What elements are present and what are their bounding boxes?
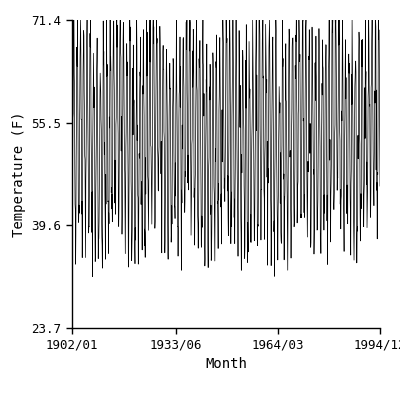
X-axis label: Month: Month	[205, 357, 247, 371]
Y-axis label: Temperature (F): Temperature (F)	[12, 111, 26, 237]
